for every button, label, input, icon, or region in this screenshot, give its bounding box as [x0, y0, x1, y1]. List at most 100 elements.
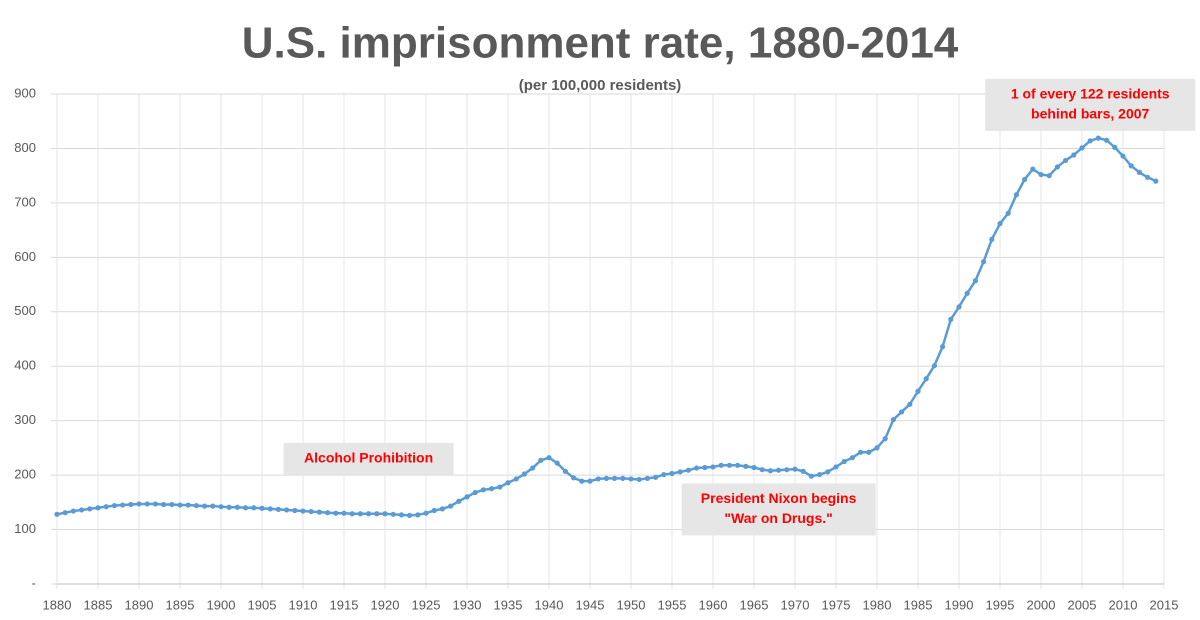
point: [259, 505, 265, 511]
point: [87, 506, 93, 512]
point: [456, 498, 462, 504]
point: [1145, 174, 1151, 180]
point: [202, 503, 208, 509]
y-tick-label: 500: [14, 303, 36, 318]
point: [792, 466, 798, 472]
y-tick-label: 400: [14, 358, 36, 373]
point: [325, 510, 331, 516]
x-tick-label: 1915: [330, 597, 359, 612]
x-tick-label: 2005: [1068, 597, 1097, 612]
point: [1104, 137, 1110, 143]
point: [767, 468, 774, 474]
x-tick-label: 1895: [166, 597, 195, 612]
point: [718, 462, 724, 468]
point: [1022, 176, 1028, 183]
point: [1054, 164, 1060, 170]
point: [439, 506, 445, 512]
annotation-box: [985, 78, 1196, 131]
point: [161, 501, 167, 508]
point: [677, 469, 683, 475]
chart-title: U.S. imprisonment rate, 1880-2014: [242, 19, 959, 68]
point: [448, 503, 454, 509]
point: [620, 475, 626, 481]
point: [382, 511, 388, 517]
point: [1136, 169, 1142, 175]
point: [390, 511, 396, 517]
x-tick-label: 1920: [371, 597, 400, 612]
point: [111, 503, 117, 509]
point: [595, 476, 601, 482]
point: [1013, 192, 1020, 198]
point: [480, 487, 486, 493]
point: [136, 501, 142, 507]
point: [530, 465, 536, 471]
point: [882, 436, 888, 442]
y-tick-label: 900: [14, 85, 36, 100]
point: [694, 465, 700, 471]
point: [800, 468, 806, 474]
x-tick-label: 1885: [84, 597, 113, 612]
point: [1005, 210, 1011, 216]
point: [940, 344, 946, 350]
point: [218, 504, 224, 510]
point: [316, 509, 322, 515]
point: [513, 476, 519, 482]
y-tick-label: 300: [14, 412, 36, 427]
point: [128, 501, 134, 508]
point: [193, 503, 199, 509]
point: [284, 507, 290, 513]
point: [333, 510, 339, 516]
annotation-text: 1 of every 122 residents: [1011, 86, 1170, 102]
point: [653, 474, 659, 480]
point: [759, 467, 765, 473]
point: [841, 458, 847, 465]
point: [562, 468, 569, 474]
point: [1046, 173, 1052, 179]
point: [226, 504, 232, 510]
point: [357, 511, 363, 517]
point: [70, 508, 76, 514]
point: [431, 507, 437, 514]
point: [464, 494, 470, 500]
x-tick-label: 1975: [822, 597, 851, 612]
point: [735, 462, 741, 468]
point: [964, 290, 970, 296]
annotation-text: Alcohol Prohibition: [304, 449, 433, 465]
point: [407, 512, 413, 519]
x-tick-label: 1960: [699, 597, 728, 612]
point: [1030, 166, 1036, 172]
point: [858, 449, 864, 455]
point: [152, 501, 158, 507]
y-tick-label: 800: [14, 140, 36, 155]
line: [56, 136, 1157, 517]
point: [923, 376, 929, 382]
point: [776, 467, 782, 473]
x-tick-label: 1905: [248, 597, 277, 612]
point: [489, 486, 495, 492]
y-tick-label: 200: [14, 467, 36, 482]
x-tick-label: 2015: [1150, 597, 1179, 612]
x-tick-label: 1970: [781, 597, 810, 612]
point: [79, 507, 85, 513]
point: [907, 401, 913, 407]
point: [685, 467, 692, 473]
point: [554, 460, 560, 466]
point: [587, 478, 593, 484]
point: [505, 480, 511, 486]
x-tick-label: 1985: [904, 597, 933, 612]
y-tick-label: -: [32, 575, 36, 590]
point: [899, 409, 905, 415]
point: [521, 471, 528, 477]
x-tick-label: 1890: [125, 597, 154, 612]
point: [366, 511, 372, 517]
point: [210, 503, 216, 509]
point: [808, 473, 815, 479]
point: [300, 508, 306, 514]
point: [972, 278, 979, 284]
point: [234, 504, 240, 510]
point: [54, 511, 60, 517]
annotation-box: [283, 442, 454, 475]
point: [472, 489, 478, 496]
point: [1095, 135, 1101, 141]
